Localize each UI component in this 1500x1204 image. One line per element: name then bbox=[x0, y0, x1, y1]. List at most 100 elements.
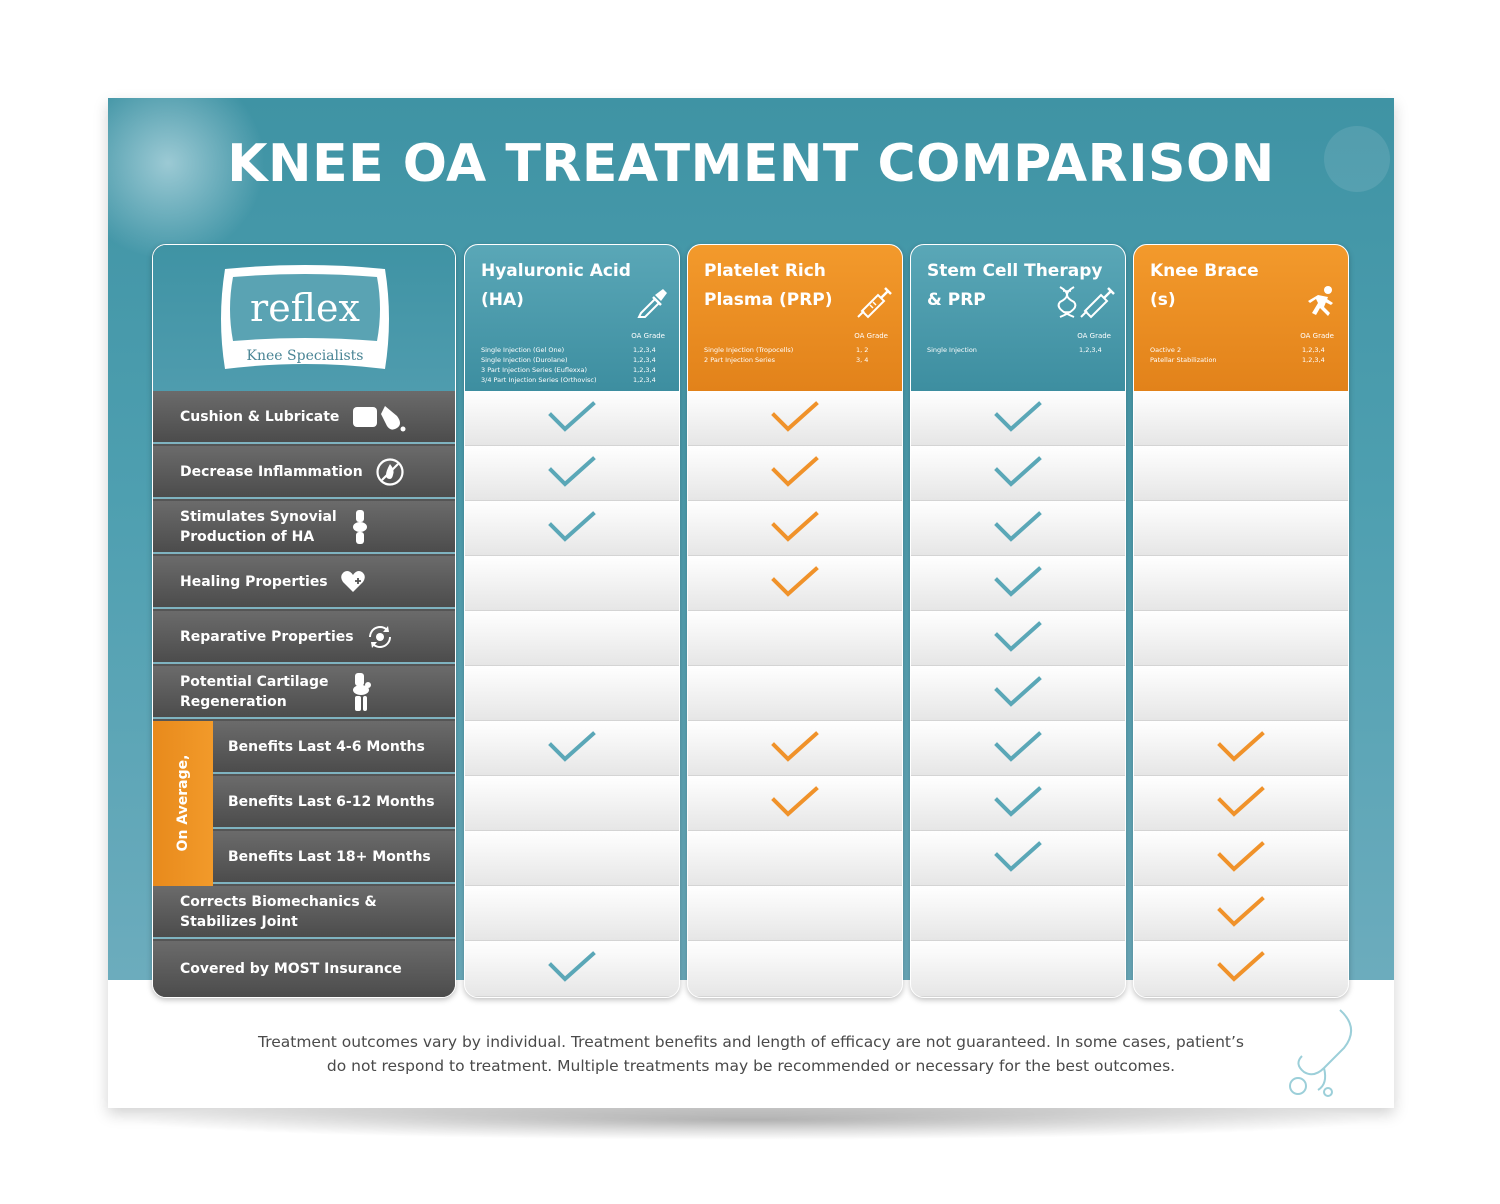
comparison-cell bbox=[465, 611, 679, 666]
comparison-cell bbox=[1134, 776, 1348, 831]
checkmark-icon bbox=[994, 621, 1042, 652]
feature-row-cartilage: Potential Cartilage Regeneration bbox=[153, 666, 455, 719]
checkmark-icon bbox=[548, 511, 596, 542]
logo-tagline: Knee Specialists bbox=[247, 348, 364, 364]
checkmark-icon bbox=[994, 731, 1042, 762]
treatment-option: Patellar Stabilization 1,2,3,4 bbox=[1150, 356, 1325, 364]
comparison-cell bbox=[688, 886, 902, 941]
on-average-box: On Average, bbox=[153, 721, 213, 886]
feature-label: Stimulates Synovial Production of HA bbox=[180, 508, 337, 545]
comparison-cell bbox=[1134, 501, 1348, 556]
stethoscope-icon bbox=[1289, 1009, 1352, 1097]
treatment-option: 3/4 Part Injection Series (Orthovisc) 1,2… bbox=[481, 376, 656, 384]
feature-label: Benefits Last 18+ Months bbox=[228, 848, 431, 865]
comparison-cell bbox=[688, 501, 902, 556]
comparison-cell bbox=[1134, 831, 1348, 886]
treatment-column-knee-brace: Knee Brace (s) OA Grade Oactive 2 1,2,3,4… bbox=[1133, 244, 1349, 998]
checkmark-icon bbox=[771, 731, 819, 762]
checkmark-icon bbox=[548, 731, 596, 762]
treatment-header: Platelet Rich Plasma (PRP) OA Grade Sing… bbox=[688, 245, 902, 391]
comparison-cell bbox=[911, 666, 1125, 721]
comparison-cell bbox=[911, 776, 1125, 831]
comparison-cell bbox=[911, 446, 1125, 501]
treatment-header: Stem Cell Therapy & PRP OA Grade Single … bbox=[911, 245, 1125, 391]
checkmark-icon bbox=[771, 456, 819, 487]
logo-area: reflex Knee Specialists bbox=[153, 245, 455, 391]
treatment-option: Oactive 2 1,2,3,4 bbox=[1150, 346, 1325, 354]
no-fire-icon bbox=[375, 457, 405, 487]
treatment-name: Knee Brace (s) bbox=[1150, 261, 1259, 310]
checkmark-icon bbox=[771, 786, 819, 817]
treatment-options: Single Injection (Gel One) 1,2,3,4 Single… bbox=[481, 345, 663, 385]
comparison-cell bbox=[688, 941, 902, 997]
comparison-cell bbox=[1134, 556, 1348, 611]
treatment-options: Oactive 2 1,2,3,4 Patellar Stabilization 1… bbox=[1150, 345, 1332, 365]
feature-label: Corrects Biomechanics & Stabilizes Joint bbox=[180, 893, 377, 930]
checkmark-icon bbox=[548, 456, 596, 487]
feature-label-panel: reflex Knee Specialists Cushion & Lubric… bbox=[152, 244, 456, 998]
disclaimer-line: do not respond to treatment. Multiple tr… bbox=[326, 1057, 1176, 1075]
gear-cycle-icon bbox=[366, 623, 394, 651]
comparison-cell bbox=[1134, 666, 1348, 721]
comparison-cell bbox=[688, 721, 902, 776]
oa-grade-header: OA Grade bbox=[1300, 332, 1334, 340]
feature-label: Potential Cartilage Regeneration bbox=[180, 673, 329, 710]
checkmark-icon bbox=[1217, 731, 1265, 762]
feature-label: Decrease Inflammation bbox=[180, 463, 363, 480]
on-average-label: On Average, bbox=[175, 754, 191, 852]
treatment-option: 2 Part Injection Series 3, 4 bbox=[704, 356, 869, 364]
treatment-option: Single Injection (Gel One) 1,2,3,4 bbox=[481, 346, 656, 354]
feature-label: Reparative Properties bbox=[180, 628, 354, 645]
comparison-cell bbox=[465, 666, 679, 721]
treatment-option: Single Injection (Tropocells) 1, 2 bbox=[704, 346, 869, 354]
comparison-cell bbox=[688, 556, 902, 611]
comparison-cell bbox=[465, 391, 679, 446]
treatment-options: Single Injection 1,2,3,4 bbox=[927, 345, 1109, 355]
comparison-cell bbox=[911, 391, 1125, 446]
treatment-name: Platelet Rich Plasma (PRP) bbox=[704, 261, 833, 310]
reflex-logo: reflex Knee Specialists bbox=[221, 265, 389, 369]
checkmark-icon bbox=[771, 566, 819, 597]
comparison-cell bbox=[911, 611, 1125, 666]
comparison-sheet: KNEE OA TREATMENT COMPARISON reflex Knee… bbox=[108, 98, 1394, 1108]
treatment-header: Knee Brace (s) OA Grade Oactive 2 1,2,3,4… bbox=[1134, 245, 1348, 391]
comparison-cell bbox=[1134, 611, 1348, 666]
comparison-cell bbox=[911, 501, 1125, 556]
comparison-cell bbox=[911, 556, 1125, 611]
comparison-cell bbox=[688, 611, 902, 666]
comparison-cell bbox=[688, 831, 902, 886]
comparison-cell bbox=[465, 446, 679, 501]
treatment-column-prp: Platelet Rich Plasma (PRP) OA Grade Sing… bbox=[687, 244, 903, 998]
treatment-options: Single Injection (Tropocells) 1, 2 2 Part… bbox=[704, 345, 886, 365]
checkmark-icon bbox=[1217, 841, 1265, 872]
logo-name: reflex bbox=[250, 286, 360, 330]
checkmark-icon bbox=[1217, 896, 1265, 927]
comparison-cell bbox=[465, 501, 679, 556]
comparison-cell bbox=[688, 666, 902, 721]
runner-icon bbox=[1304, 285, 1338, 323]
checkmark-icon bbox=[994, 401, 1042, 432]
checkmark-icon bbox=[771, 511, 819, 542]
feature-label: Benefits Last 6-12 Months bbox=[228, 793, 435, 810]
comparison-cell bbox=[688, 391, 902, 446]
treatment-name: Stem Cell Therapy & PRP bbox=[927, 261, 1103, 310]
checkmark-icon bbox=[994, 676, 1042, 707]
comparison-cell bbox=[465, 886, 679, 941]
treatment-column-stem-cell: Stem Cell Therapy & PRP OA Grade Single … bbox=[910, 244, 1126, 998]
page-title: KNEE OA TREATMENT COMPARISON bbox=[227, 134, 1275, 194]
feature-row-inflammation: Decrease Inflammation bbox=[153, 446, 455, 499]
checkmark-icon bbox=[994, 456, 1042, 487]
comparison-cell bbox=[465, 831, 679, 886]
comparison-cell bbox=[1134, 886, 1348, 941]
comparison-cell bbox=[465, 776, 679, 831]
feature-label: Cushion & Lubricate bbox=[180, 408, 340, 425]
comparison-cell bbox=[911, 831, 1125, 886]
checkmark-icon bbox=[548, 951, 596, 982]
heart-plus-icon bbox=[340, 570, 366, 594]
dna-syringe-icon bbox=[1057, 285, 1115, 323]
comparison-cell bbox=[465, 721, 679, 776]
knee-joint-icon bbox=[352, 509, 368, 544]
checkmark-icon bbox=[994, 566, 1042, 597]
feature-row-cushion: Cushion & Lubricate bbox=[153, 391, 455, 444]
checkmark-icon bbox=[771, 401, 819, 432]
